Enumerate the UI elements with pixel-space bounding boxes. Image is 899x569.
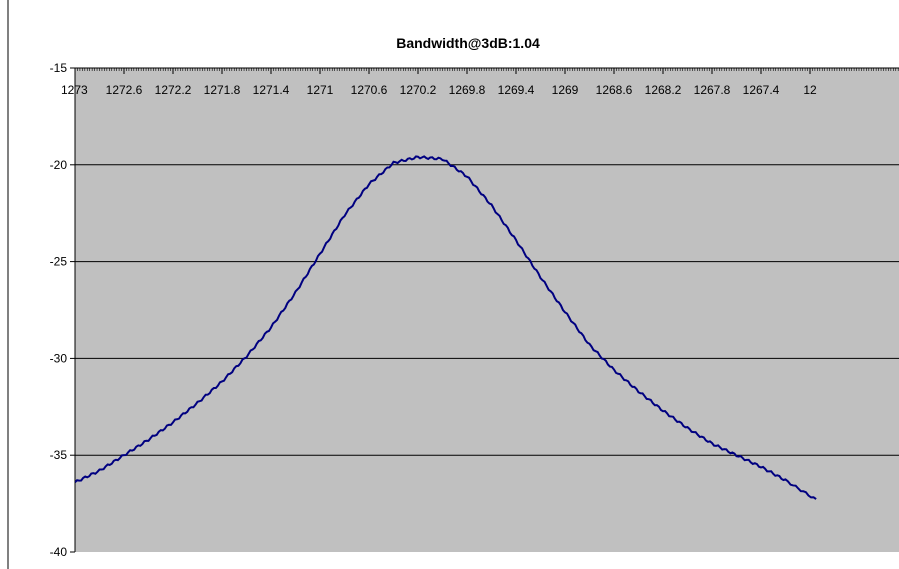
x-tick-label-5: 1271 [307, 83, 334, 97]
y-tick-label-4: -35 [50, 448, 68, 462]
y-tick-label-2: -25 [50, 255, 68, 269]
y-tick-label-5: -40 [50, 545, 68, 559]
y-tick-label-1: -20 [50, 158, 68, 172]
x-tick-label-12: 1268.2 [645, 83, 682, 97]
x-tick-label-14: 1267.4 [743, 83, 780, 97]
plot-background [75, 68, 899, 552]
x-tick-label-15: 12 [803, 83, 817, 97]
plot-area: -15 -20 -25 -30 -35 -40 1273 1272.6 1272.2 1271.8… [50, 61, 899, 559]
x-tick-label-4: 1271.4 [253, 83, 290, 97]
x-tick-label-3: 1271.8 [204, 83, 241, 97]
series-line-0 [75, 155, 817, 500]
x-tick-label-0: 1273 [61, 83, 88, 97]
x-tick-label-1: 1272.6 [106, 83, 143, 97]
x-tick-label-10: 1269 [552, 83, 579, 97]
x-tick-label-6: 1270.6 [351, 83, 388, 97]
x-tick-label-2: 1272.2 [155, 83, 192, 97]
y-tick-label-3: -30 [50, 351, 68, 365]
y-tick-label-0: -15 [50, 61, 68, 75]
chart-title: Bandwidth@3dB:1.04 [396, 35, 540, 51]
x-tick-label-8: 1269.8 [449, 83, 486, 97]
x-tick-label-9: 1269.4 [498, 83, 535, 97]
x-tick-label-7: 1270.2 [400, 83, 437, 97]
x-tick-label-11: 1268.6 [596, 83, 633, 97]
x-tick-label-13: 1267.8 [694, 83, 731, 97]
